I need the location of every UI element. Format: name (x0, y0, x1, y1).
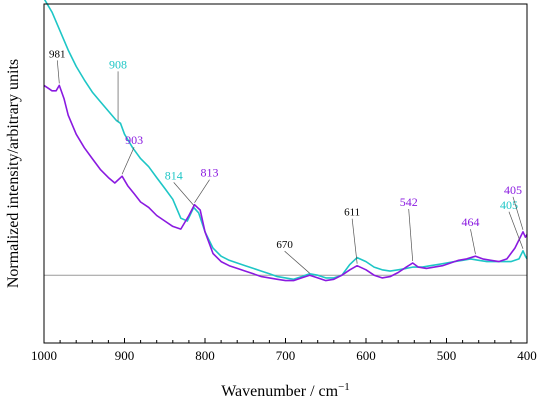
annotation-label-6: 670 (276, 239, 293, 251)
x-tick-label-400: 400 (517, 348, 537, 363)
annotation-leader-11 (512, 196, 524, 230)
annotation-label-4: 814 (165, 168, 183, 182)
x-tick-label-500: 500 (437, 348, 457, 363)
annotation-label-11: 405 (504, 183, 522, 197)
x-axis-title-superscript: −1 (338, 381, 350, 393)
annotation-label-10: 405 (500, 198, 518, 212)
plot-frame (43, 3, 528, 344)
x-tick-label-900: 900 (115, 348, 135, 363)
axis-layer (43, 3, 528, 344)
x-tick-label-1000: 1000 (31, 348, 57, 363)
annotation-leader-5 (194, 179, 210, 203)
x-tick-label-600: 600 (356, 348, 376, 363)
annotation-leader-7 (351, 218, 358, 264)
x-axis-title: Wavenumber / cm−1 (221, 381, 350, 400)
ticks-layer: 1000 900 800 700 600 500 400 (31, 338, 537, 363)
x-tick-label-800: 800 (195, 348, 215, 363)
series-layer (43, 0, 528, 282)
annotation-label-2: 908 (109, 57, 127, 71)
annotation-label-9: 464 (461, 215, 479, 229)
annotation-label-8: 542 (400, 195, 418, 209)
annotation-label-5: 813 (201, 166, 219, 180)
series-line-1 (43, 0, 528, 281)
annotation-leader-10 (508, 211, 524, 249)
y-axis-title: Normalized intensity/arbitrary units (5, 59, 22, 288)
annotation-label-1: 981 (49, 48, 66, 60)
annotation-leader-3 (121, 147, 135, 175)
annotation-leader-4 (173, 182, 194, 206)
series-line-2 (43, 84, 528, 282)
annotation-label-7: 611 (344, 207, 360, 219)
annotation-leader-1 (56, 60, 60, 84)
annotation-label-3: 903 (125, 133, 143, 147)
x-tick-label-700: 700 (276, 348, 296, 363)
annotation-leader-9 (470, 229, 476, 255)
annotation-leader-6 (284, 250, 310, 274)
annotation-leader-8 (408, 208, 414, 262)
